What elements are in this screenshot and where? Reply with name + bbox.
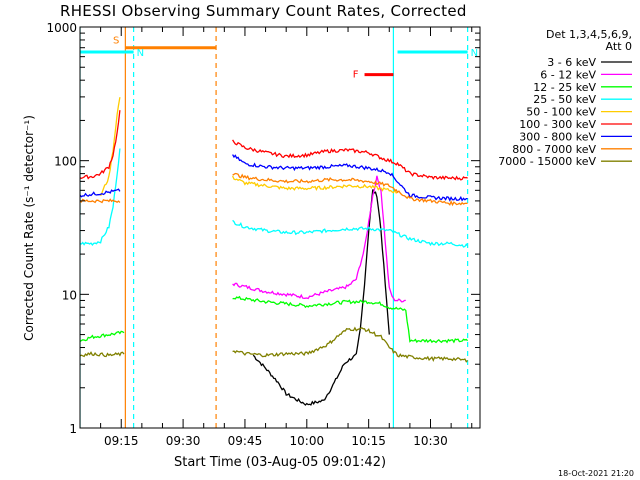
x-axis-label: Start Time (03-Aug-05 09:01:42) (174, 455, 386, 470)
series-group (80, 97, 469, 406)
x-tick-label-2: 09:45 (228, 434, 263, 448)
series-line-8 (80, 326, 469, 363)
chart-title: RHESSI Observing Summary Count Rates, Co… (60, 2, 467, 20)
x-tick-label-3: 10:00 (290, 434, 325, 448)
legend-label-3: 25 - 50 keV (533, 93, 596, 106)
series-line-1 (232, 175, 406, 303)
plot-frame (79, 26, 481, 429)
series-line-4 (100, 97, 398, 197)
series-line-2 (80, 295, 469, 344)
x-tick-label-5: 10:30 (413, 434, 448, 448)
annotation-bars: S N N F (80, 36, 478, 81)
annotation-label-1: N (137, 48, 144, 59)
series-line-5 (80, 110, 468, 181)
series-line-7 (80, 172, 468, 207)
y-tick-label-0: 1 (69, 422, 77, 436)
legend-label-0: 3 - 6 keV (547, 56, 596, 69)
legend-label-4: 50 - 100 keV (526, 106, 596, 119)
y-tick-label-1: 10 (62, 288, 77, 302)
y-tick-label-3: 1000 (46, 21, 77, 35)
annotation-label-0: S (113, 36, 119, 47)
annotation-label-2: N (471, 48, 478, 59)
y-axis: 1 10 100 1000 (46, 21, 480, 436)
x-tick-label-4: 10:15 (351, 434, 386, 448)
legend-label-7: 800 - 7000 keV (512, 143, 596, 156)
legend-label-2: 12 - 25 keV (533, 81, 596, 94)
legend-header-0: Det 1,3,4,5,6,9, (546, 28, 632, 41)
legend-header-1: Att 0 (606, 40, 632, 53)
annotation-label-3: F (353, 70, 359, 81)
region-markers (80, 27, 469, 428)
series-line-0 (252, 189, 390, 406)
x-tick-label-0: 09:15 (104, 434, 139, 448)
x-tick-label-1: 09:30 (166, 434, 201, 448)
y-axis-label: Corrected Count Rate (s⁻¹ detector⁻¹) (22, 115, 36, 341)
legend-label-5: 100 - 300 keV (519, 118, 596, 131)
footer-stamp: 18-Oct-2021 21:20 (558, 469, 634, 478)
series-line-3 (80, 148, 469, 248)
x-axis: 09:15 09:30 09:45 10:00 10:15 10:30 (79, 27, 473, 448)
y-tick-label-2: 100 (54, 155, 77, 169)
legend-label-1: 6 - 12 keV (540, 68, 596, 81)
series-line-6 (80, 154, 468, 202)
legend-label-6: 300 - 800 keV (519, 130, 596, 143)
legend-label-8: 7000 - 15000 keV (498, 155, 596, 168)
